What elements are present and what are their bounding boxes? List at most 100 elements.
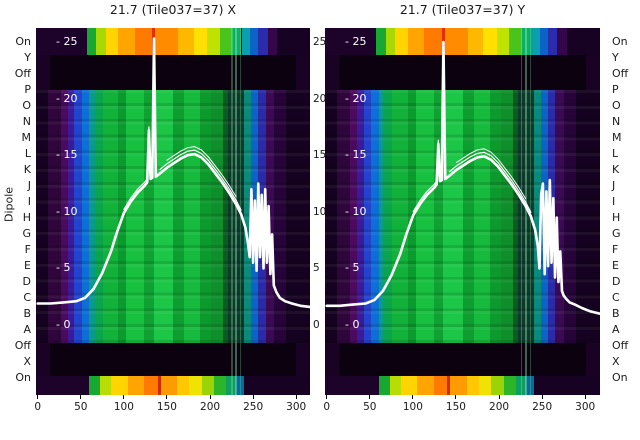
- heat-stripe-on-top: [267, 28, 278, 55]
- heat-stripe-main-block: [60, 90, 68, 343]
- heat-stripe-on-bottom: [111, 375, 128, 395]
- heat-stripe-on-bottom: [400, 375, 418, 395]
- heat-stripe-on-bottom: [157, 375, 161, 395]
- heat-stripe-on-bottom: [447, 375, 451, 395]
- heat-stripe-gap-top: [325, 54, 339, 91]
- heat-stripe-on-bottom: [325, 375, 379, 395]
- heat-stripe-on-bottom: [226, 375, 236, 395]
- heat-stripe-main-block: [126, 90, 145, 343]
- heat-stripe-main-block: [222, 90, 229, 343]
- dipole-row-label: M: [612, 131, 622, 144]
- heat-stripe-main-block: [443, 90, 463, 343]
- heat-stripe-on-bottom: [214, 375, 227, 395]
- heat-stripe-on-top: [105, 28, 119, 55]
- heat-stripe-main-block: [103, 90, 119, 343]
- heat-stripe-main-block: [48, 90, 61, 343]
- heat-stripe-on-top: [547, 28, 558, 55]
- x-tick-mark: [498, 395, 500, 399]
- heat-stripe-on-bottom: [479, 375, 492, 395]
- heat-stripe-on-bottom: [466, 375, 479, 395]
- curve-trace: [36, 37, 310, 309]
- heat-stripe-main-block: [518, 90, 534, 343]
- y-tick-label: 5: [313, 262, 320, 275]
- dipole-row-label: F: [612, 243, 619, 256]
- dipole-row-label: X: [23, 355, 31, 368]
- x-tick-mark: [252, 395, 254, 399]
- heat-stripe-on-top: [277, 28, 310, 55]
- heat-stripe-on-top: [86, 28, 97, 55]
- heat-stripe-on-top: [444, 28, 468, 55]
- heat-stripe-on-top: [219, 28, 232, 55]
- heat-stripe-on-bottom: [433, 375, 448, 395]
- heat-stripe-on-bottom: [503, 375, 517, 395]
- dipole-row-label: On: [15, 371, 31, 384]
- heat-stripe-on-top: [557, 28, 567, 55]
- curve-trace: [325, 40, 600, 316]
- dipole-row-label: Off: [14, 67, 31, 80]
- heat-stripe-on-top: [424, 28, 442, 55]
- dipole-row-label: N: [22, 115, 31, 128]
- heat-stripe-on-bottom: [201, 375, 215, 395]
- heat-stripe-on-top: [231, 28, 242, 55]
- heat-stripe-main-block: [153, 90, 173, 343]
- heat-stripe-on-top: [249, 28, 258, 55]
- heat-stripe-on-bottom: [534, 375, 600, 395]
- heat-stripe-main-block: [501, 90, 513, 343]
- heat-stripe-main-block: [512, 90, 519, 343]
- heat-stripe-main-block: [534, 90, 541, 343]
- y-tick-label: 25: [313, 36, 327, 48]
- heat-stripe-on-bottom: [160, 375, 178, 395]
- dipole-row-label: G: [612, 227, 621, 240]
- dipole-row-label: C: [23, 291, 31, 304]
- heat-stripe-main-block: [378, 90, 385, 343]
- dipole-labels-left: On Y Off P O N M L K J I H G F E D C B A Off X On: [0, 0, 31, 440]
- heat-stripe-main-block: [384, 90, 393, 343]
- dipole-row-label: On: [15, 35, 31, 48]
- x-tick-label: 50: [363, 401, 377, 413]
- heat-stripe-on-bottom: [516, 375, 526, 395]
- y-tick-label: 15: [313, 149, 327, 162]
- x-tick-mark: [584, 395, 586, 399]
- heat-stripe-main-block: [94, 90, 104, 343]
- heat-stripe-on-bottom: [36, 375, 90, 395]
- heat-stripe-main-block: [462, 90, 474, 343]
- dipole-row-label: E: [612, 259, 619, 272]
- heat-stripe-on-top: [531, 28, 540, 55]
- heat-stripe-main-block: [363, 90, 372, 343]
- heat-stripe-main-block: [392, 90, 408, 343]
- heat-stripe-main-block: [228, 90, 245, 343]
- amplitude-curve-y: [325, 40, 600, 316]
- heat-stripe-main-block: [183, 90, 201, 343]
- dipole-row-label: J: [27, 179, 31, 192]
- heat-stripe-gap-bottom: [325, 342, 339, 376]
- dipole-row-label: L: [612, 147, 619, 160]
- heatmap-x: [36, 28, 310, 395]
- heat-stripe-on-top: [509, 28, 522, 55]
- heat-stripe-on-top: [539, 28, 548, 55]
- heat-stripe-main-block: [36, 90, 49, 343]
- x-tick-label: 0: [323, 401, 331, 413]
- x-tick-mark: [326, 395, 328, 399]
- heat-stripe-on-bottom: [144, 375, 158, 395]
- heat-stripe-on-top: [375, 28, 386, 55]
- dipole-row-label: On: [612, 371, 628, 384]
- x-tick-mark: [541, 395, 543, 399]
- dipole-labels-right: On Y Off P O N M L K J I H G F E D C B A Off X On: [612, 0, 640, 440]
- dipole-row-label: I: [612, 195, 616, 208]
- x-tick-mark: [295, 395, 297, 399]
- heat-stripe-gap-bottom: [338, 342, 587, 376]
- dipole-row-label: Off: [14, 339, 31, 352]
- x-tick-label: 200: [489, 401, 510, 413]
- heat-stripe-main-block: [173, 90, 184, 343]
- y-ticks-between-panels: 25 20 15 10 5 0: [313, 0, 335, 440]
- heat-stripe-on-top: [521, 28, 532, 55]
- x-tick-mark: [37, 395, 39, 399]
- heat-stripe-on-top: [96, 28, 106, 55]
- heat-stripe-on-top: [468, 28, 484, 55]
- dipole-row-label: F: [24, 243, 31, 256]
- heat-stripe-main-block: [337, 90, 350, 343]
- x-tick-mark: [166, 395, 168, 399]
- x-tick-mark: [369, 395, 371, 399]
- heat-stripe-gap-bottom: [36, 342, 50, 376]
